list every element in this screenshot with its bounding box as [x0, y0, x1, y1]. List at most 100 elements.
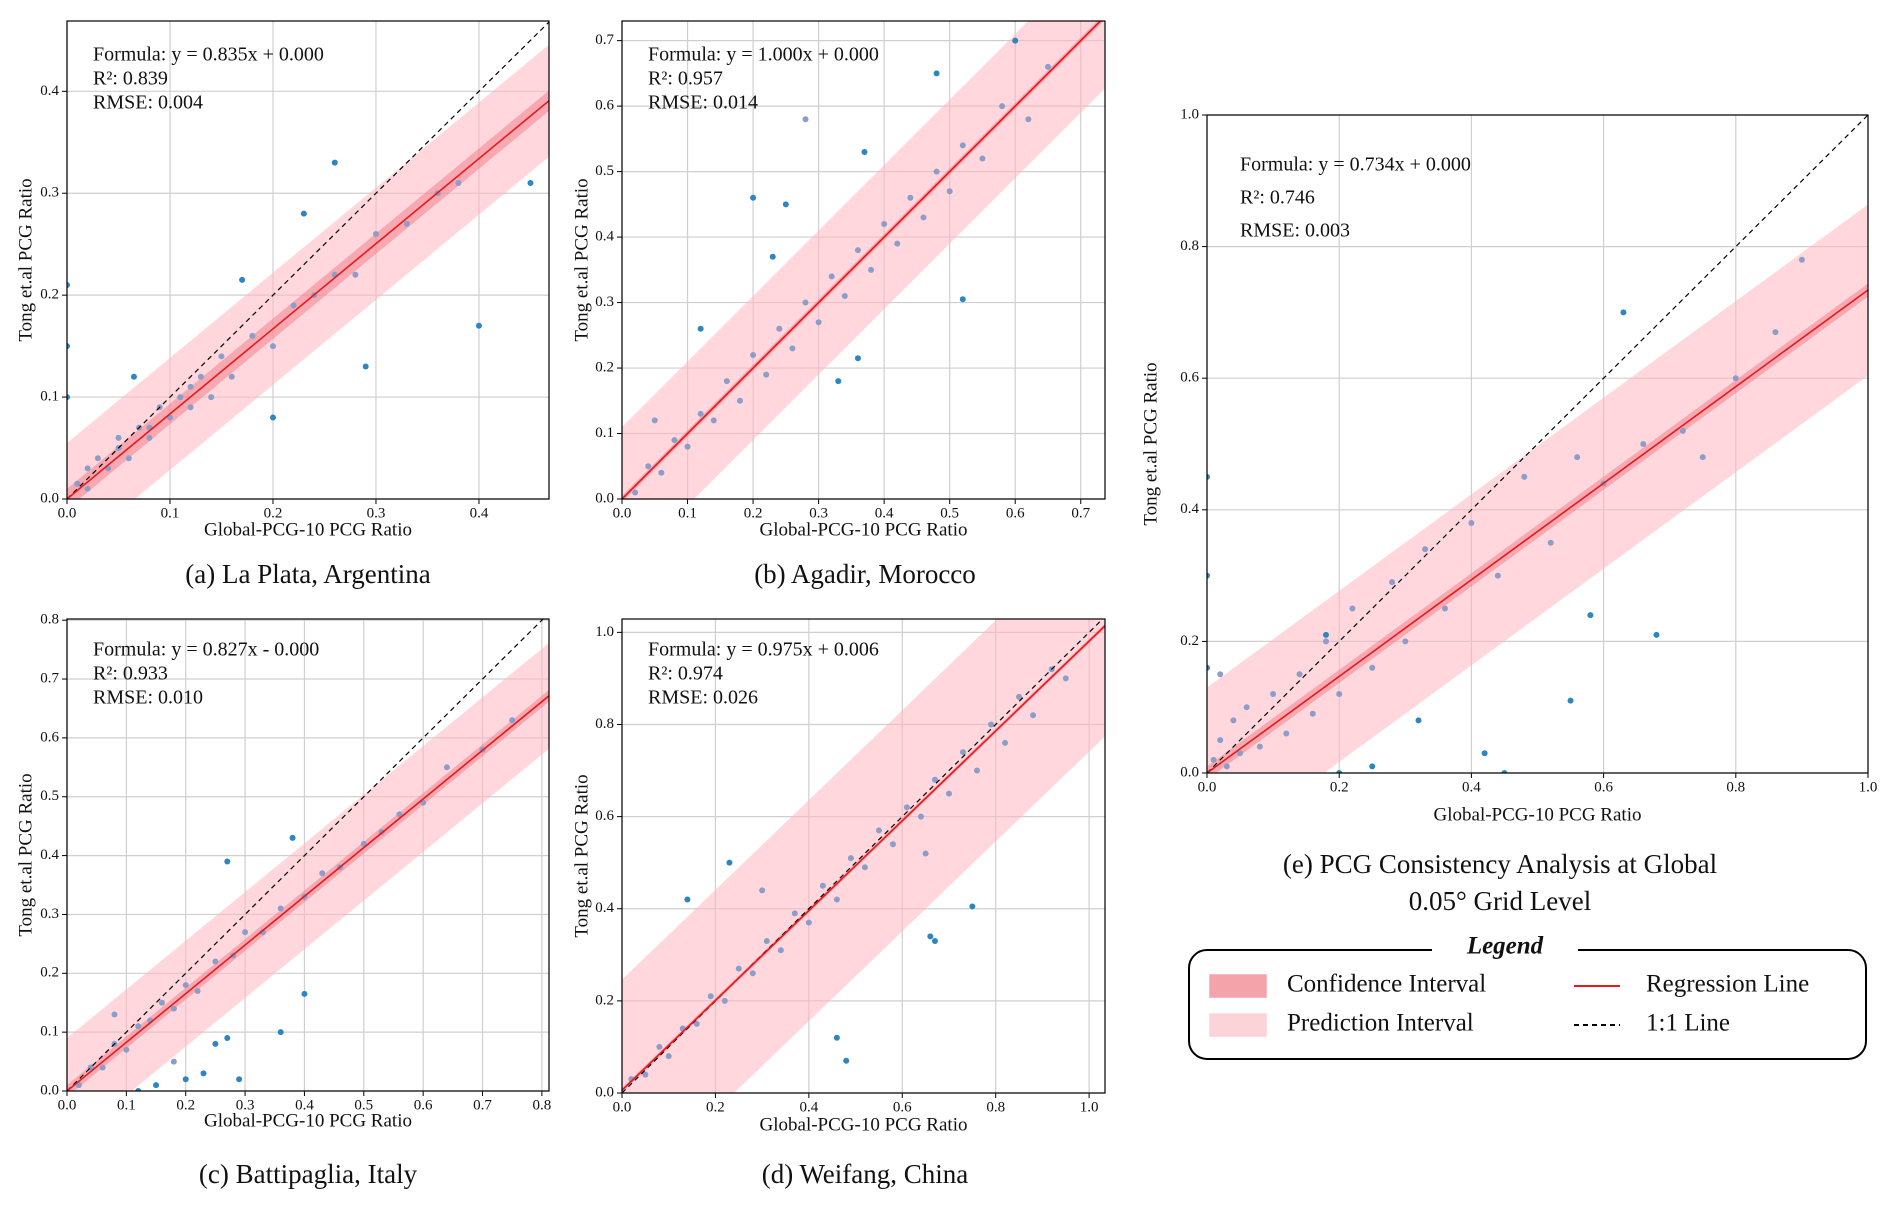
point — [833, 896, 840, 903]
point — [242, 929, 249, 936]
identity-line — [1207, 115, 1868, 773]
point — [988, 721, 995, 728]
axes-frame — [621, 618, 1106, 1094]
annotation: R²: 0.957 — [648, 68, 723, 90]
y-tick-label: 0.6 — [40, 729, 59, 745]
prediction-band — [67, 642, 549, 1091]
point — [170, 1005, 177, 1012]
annotation: RMSE: 0.014 — [648, 92, 758, 114]
x-tick-label: 0.1 — [678, 505, 697, 521]
x-tick-label: 0.4 — [799, 1099, 818, 1115]
point — [277, 1029, 284, 1036]
x-tick-label: 0.0 — [613, 1099, 632, 1115]
point — [819, 882, 826, 889]
point — [455, 180, 462, 187]
point — [1207, 572, 1210, 579]
caption: (d) Weifang, China — [762, 1159, 969, 1189]
point — [1422, 546, 1429, 553]
point — [475, 322, 482, 329]
point — [212, 958, 219, 965]
point — [111, 1011, 118, 1018]
y-tick-label: 0.3 — [40, 185, 59, 201]
point — [187, 404, 194, 411]
regression-line — [67, 695, 549, 1091]
regression-line — [67, 100, 549, 499]
regression-line — [1207, 289, 1868, 773]
point — [959, 749, 966, 756]
x-tick-label: 0.6 — [1594, 779, 1613, 795]
point — [1210, 756, 1217, 763]
point — [894, 240, 901, 247]
point — [67, 394, 70, 401]
point — [854, 247, 861, 254]
point — [396, 811, 403, 818]
point — [301, 990, 308, 997]
legend-label: Prediction Interval — [1287, 1010, 1474, 1037]
point — [974, 767, 981, 774]
point — [1468, 519, 1475, 526]
point — [115, 434, 122, 441]
annotation: RMSE: 0.010 — [93, 687, 203, 709]
point — [1640, 441, 1647, 447]
point — [194, 987, 201, 994]
confidence-band — [67, 90, 549, 499]
x-axis-label: Global-PCG-10 PCG Ratio — [204, 1110, 412, 1131]
legend: Legend Confidence Interval Regression Line… — [1188, 933, 1867, 1060]
point — [1230, 717, 1237, 724]
x-axis-label: Global-PCG-10 PCG Ratio — [760, 1114, 968, 1135]
point — [1207, 664, 1210, 671]
annotation: Formula: y = 0.835x + 0.000 — [93, 44, 324, 66]
caption: (a) La Plata, Argentina — [185, 559, 430, 589]
y-tick-label: 0.2 — [1180, 633, 1199, 649]
point — [269, 343, 276, 350]
plot-area — [1207, 115, 1868, 773]
y-tick-label: 0.1 — [40, 1024, 59, 1040]
point — [782, 201, 789, 208]
point — [99, 1064, 106, 1071]
x-axis-label: Global-PCG-10 PCG Ratio — [1434, 804, 1642, 825]
point — [946, 188, 953, 195]
y-tick-label: 0.8 — [1180, 238, 1199, 254]
point — [1501, 770, 1508, 773]
point — [153, 1082, 160, 1089]
y-tick-label: 1.0 — [1180, 106, 1199, 122]
y-tick-label: 0.3 — [595, 294, 614, 310]
point — [632, 489, 639, 496]
point — [931, 776, 938, 783]
annotation: R²: 0.933 — [93, 663, 168, 685]
y-axis-label: Tong et.al PCG Ratio — [571, 774, 592, 937]
panel: 0.0 0.1 0.2 0.3 0.4 0.5 0.6 0.7 0.0 0.1 0.2 0.3 0.4 0… — [571, 20, 1106, 589]
point — [182, 1076, 189, 1083]
y-axis-label: Tong et.al PCG Ratio — [1140, 362, 1161, 525]
y-axis-label: Tong et.al PCG Ratio — [571, 178, 592, 341]
point — [861, 148, 868, 155]
point — [362, 363, 369, 370]
point — [735, 965, 742, 972]
point — [67, 281, 70, 288]
point — [1207, 473, 1210, 480]
caption: (e) PCG Consistency Analysis at Global — [1283, 849, 1717, 879]
point — [707, 993, 714, 1000]
point — [319, 870, 326, 877]
point — [74, 480, 81, 487]
point — [1574, 454, 1581, 461]
point — [843, 1057, 850, 1064]
x-tick-label: 0.3 — [367, 505, 386, 521]
prediction-band — [622, 21, 1105, 499]
caption: (b) Agadir, Morocco — [754, 559, 976, 589]
point — [1223, 763, 1230, 770]
y-tick-label: 0.2 — [40, 965, 59, 981]
x-tick-label: 0.0 — [1198, 779, 1217, 795]
point — [889, 841, 896, 848]
x-tick-label: 0.5 — [940, 505, 959, 521]
point — [123, 1046, 130, 1053]
plot-area — [622, 21, 1105, 499]
point — [671, 437, 678, 444]
x-tick-label: 0.4 — [295, 1097, 314, 1113]
y-tick-label: 0.7 — [40, 670, 59, 686]
prediction-band — [1207, 204, 1868, 773]
point — [218, 353, 225, 360]
y-tick-label: 0.5 — [595, 163, 614, 179]
x-tick-label: 0.0 — [58, 505, 77, 521]
legend-patch — [1209, 1013, 1267, 1037]
